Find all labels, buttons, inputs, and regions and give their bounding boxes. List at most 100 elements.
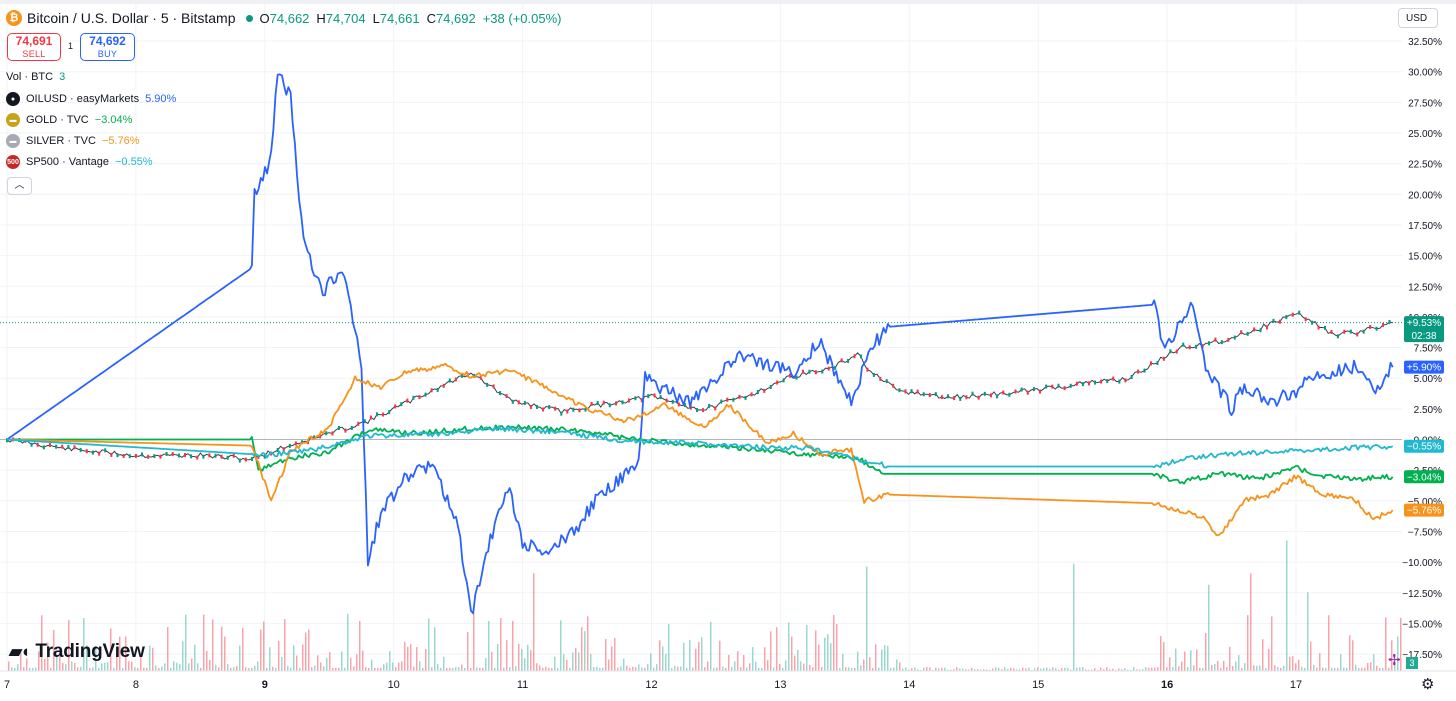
candle-body [319, 434, 322, 439]
y-tick-label: −5.00% [1408, 497, 1442, 508]
sp500-icon: 500 [6, 155, 20, 169]
volume-bar [20, 652, 22, 671]
volume-bar [131, 661, 133, 671]
market-status-dot [245, 14, 253, 22]
candle-body [394, 404, 397, 409]
candle-body [1195, 344, 1198, 349]
volume-bar [692, 667, 694, 671]
volume-bar [1340, 654, 1342, 671]
symbol-title[interactable]: Bitcoin / U.S. Dollar · 5 · Bitstamp [27, 10, 236, 26]
volume-bar [1097, 669, 1099, 671]
volume-bar [551, 667, 553, 671]
volume-bar [902, 668, 904, 671]
volume-bar [284, 619, 286, 671]
volume-bar [98, 668, 100, 671]
candle-body [769, 384, 772, 389]
volume-bar [308, 629, 310, 671]
legend-oilusd[interactable]: ● OILUSD · easyMarkets 5.90% [6, 92, 176, 106]
volume-bar [143, 667, 145, 671]
volume-bar [380, 667, 382, 671]
candle-body [418, 395, 421, 400]
volume-bar [215, 664, 217, 671]
volume-bar [1379, 667, 1381, 671]
volume-bar [830, 643, 832, 671]
volume-bar [1190, 650, 1192, 671]
price-chart[interactable]: 32.50%30.00%27.50%25.00%22.50%20.00%17.5… [0, 4, 1456, 701]
volume-bar [1247, 615, 1249, 671]
candle-body [1246, 331, 1249, 336]
legend-sp500[interactable]: 500 SP500 · Vantage −0.55% [6, 155, 153, 169]
volume-bar [929, 667, 931, 671]
volume-bar [1268, 649, 1270, 671]
candle-body [744, 395, 747, 400]
symbol-header: ₿ Bitcoin / U.S. Dollar · 5 · Bitstamp O… [6, 10, 569, 26]
sell-button[interactable]: 74,691 SELL [7, 33, 61, 61]
volume-bar [26, 658, 28, 671]
legend-collapse-button[interactable]: ︿ [7, 177, 32, 195]
volume-bar [488, 620, 490, 671]
volume-bar [527, 644, 529, 671]
volume-bar [458, 667, 460, 671]
candle-body [983, 391, 986, 396]
candle-body [1014, 389, 1017, 394]
volume-bar [1103, 669, 1105, 671]
volume-bar [1160, 636, 1162, 671]
volume-bar [641, 667, 643, 671]
volume-bar [965, 669, 967, 671]
volume-bar [1106, 667, 1108, 671]
volume-bar [1253, 665, 1255, 671]
candle-body [934, 392, 937, 397]
volume-bar [1118, 668, 1120, 671]
legend-silver[interactable]: ▬ SILVER · TVC −5.76% [6, 134, 140, 148]
candle-body [226, 455, 229, 460]
tradingview-logo[interactable]: ▰◖ TradingView [9, 641, 145, 663]
x-tick-label: 14 [903, 679, 915, 691]
volume-bar [653, 667, 655, 671]
legend-label: OILUSD · easyMarkets [26, 93, 140, 105]
volume-bar [920, 669, 922, 671]
volume-bar [14, 667, 16, 671]
volume-bar [77, 667, 79, 671]
volume-bar [242, 627, 244, 671]
buy-button[interactable]: 74,692 BUY [80, 33, 135, 61]
legend-gold[interactable]: ▬ GOLD · TVC −3.04% [6, 113, 132, 127]
candle-body [1020, 387, 1023, 392]
volume-bar [218, 667, 220, 671]
candle-body [720, 399, 723, 404]
volume-bar [1163, 641, 1165, 671]
volume-bar [968, 669, 970, 671]
candle-body [965, 395, 968, 400]
volume-bar [338, 667, 340, 671]
candle-body [1227, 337, 1230, 342]
volume-bar [803, 663, 805, 671]
candle-body [1032, 387, 1035, 392]
candle-body [953, 396, 956, 401]
legend-volume[interactable]: Vol · BTC 3 [6, 71, 65, 83]
candle-body [104, 448, 107, 453]
volume-bar [1394, 657, 1396, 671]
volume-bar [863, 659, 865, 671]
candle-body [708, 403, 711, 408]
candle-body [665, 398, 668, 403]
volume-bar [344, 667, 346, 671]
volume-bar [989, 669, 991, 671]
volume-bar [149, 645, 151, 671]
candle-body [1100, 379, 1103, 384]
volume-bar [1328, 615, 1330, 671]
volume-bar [1178, 666, 1180, 671]
volume-bar [935, 667, 937, 671]
settings-gear-icon[interactable]: ⚙ [1421, 676, 1435, 693]
currency-button[interactable]: USD [1398, 8, 1438, 28]
silver-bars-icon: ▬ [6, 134, 20, 148]
volume-bar [1313, 665, 1315, 671]
volume-bar [1211, 664, 1213, 671]
volume-bar [539, 665, 541, 671]
compare-icon[interactable]: ✢ [1388, 652, 1401, 669]
candle-body [325, 431, 328, 436]
bitcoin-icon: ₿ [6, 10, 22, 26]
volume-bar [227, 664, 229, 671]
candle-body [1214, 337, 1217, 342]
y-tick-label: 20.00% [1408, 190, 1442, 201]
volume-bar [833, 614, 835, 671]
volume-bar [1139, 669, 1141, 671]
